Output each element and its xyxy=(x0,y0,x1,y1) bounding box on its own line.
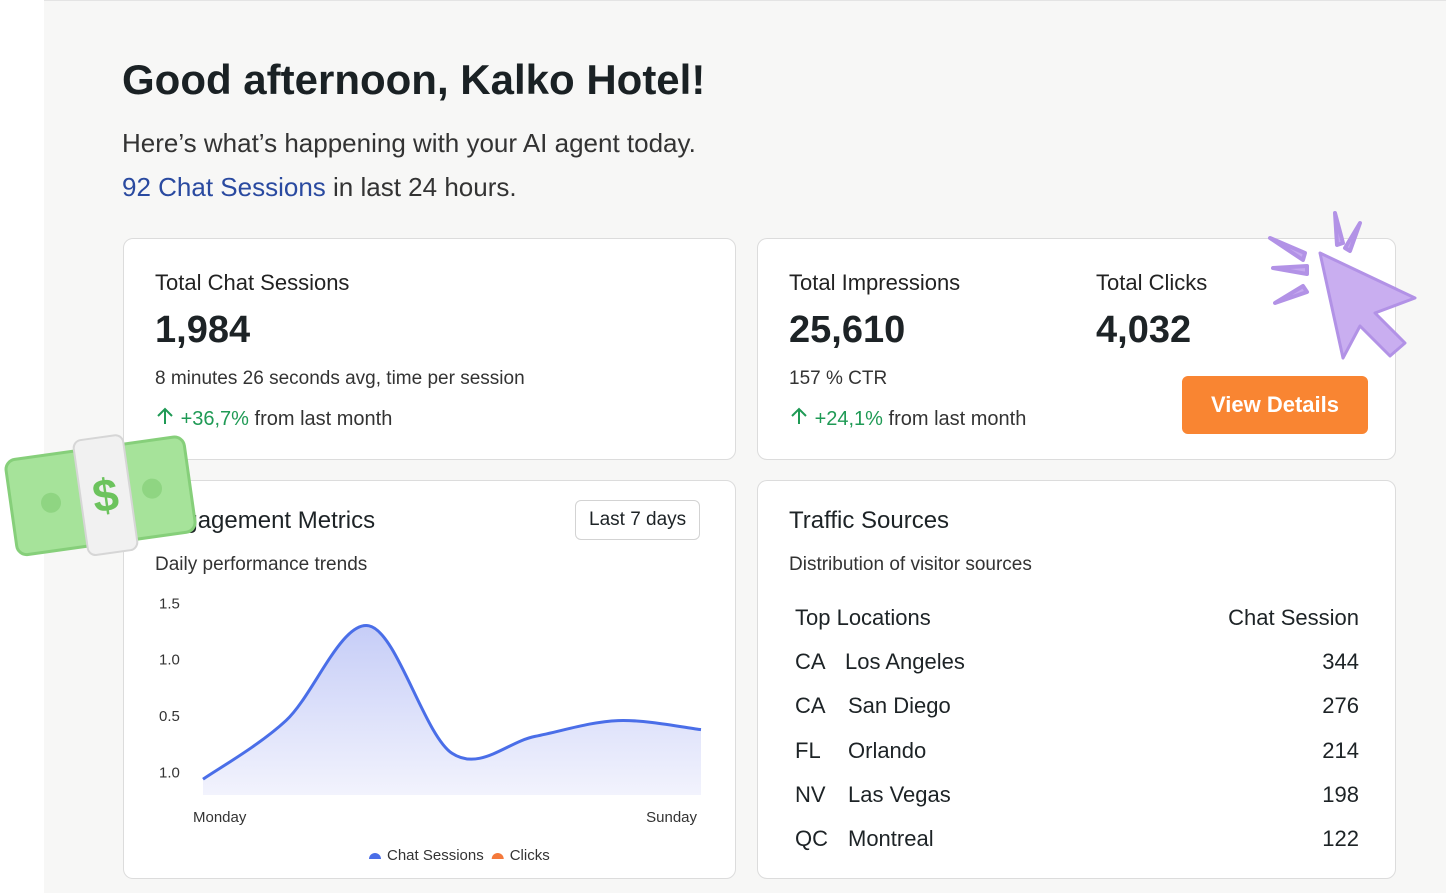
sessions: 198 xyxy=(1322,781,1359,807)
highlight: 92 Chat Sessions xyxy=(122,172,326,202)
line xyxy=(202,624,702,781)
clicks-value: 4,032 xyxy=(1096,309,1192,351)
city: Montreal xyxy=(848,826,934,852)
change-value: +36,7% xyxy=(180,408,249,430)
subtitle: Here’s what’s happening with your AI age… xyxy=(122,128,696,158)
value: 1,984 xyxy=(155,309,251,351)
up-arrow xyxy=(791,407,807,424)
y-tick-label: 1.0 xyxy=(159,764,180,781)
sessions-card: Total Chat Sessions 1,984 8 minutes 26 s… xyxy=(123,238,736,460)
change-text: from last month xyxy=(888,408,1027,430)
chart: 1.5 1.0 0.5 1.0 Monday Sunday Chat Sessions Cli… xyxy=(159,595,702,864)
state: CA xyxy=(795,649,826,674)
state: QC xyxy=(795,826,828,852)
sessions: 344 xyxy=(1322,649,1359,674)
legend-label: Clicks xyxy=(510,847,550,864)
change: +36,7% from last month xyxy=(155,407,392,431)
view-details-button[interactable]: View Details xyxy=(1182,376,1368,434)
city: Orlando xyxy=(848,737,927,763)
note: 8 minutes 26 seconds avg, time per sessi… xyxy=(155,368,525,389)
column-header: Chat Session xyxy=(1228,605,1359,630)
label: Total Chat Sessions xyxy=(155,270,350,295)
city: Los Angeles xyxy=(845,649,965,674)
x-tick-label: Sunday xyxy=(646,809,697,826)
state: CA xyxy=(795,693,826,719)
city: San Diego xyxy=(848,693,951,719)
title: Traffic Sources xyxy=(789,507,950,534)
impressions-card: Total Impressions 25,610 157 % CTR +24,1… xyxy=(757,238,1396,460)
legend-label: Chat Sessions xyxy=(387,847,484,864)
greeting: Good afternoon, Kalko Hotel! xyxy=(122,56,706,103)
traffic-card: Traffic Sources Distribution of visitor … xyxy=(757,480,1396,879)
clicks-label: Total Clicks xyxy=(1096,270,1208,295)
sessions: 122 xyxy=(1322,826,1359,852)
summary: 92 Chat Sessions in last 24 hours. xyxy=(122,172,517,203)
summary-text: in last 24 hours. xyxy=(333,172,517,202)
x-tick-label: Monday xyxy=(193,809,247,826)
note: 157 % CTR xyxy=(789,368,888,389)
y-tick-label: 0.5 xyxy=(159,708,180,725)
value: 25,610 xyxy=(789,309,906,351)
area xyxy=(203,625,701,795)
label: Total Impressions xyxy=(789,270,961,295)
sessions: 276 xyxy=(1322,693,1359,719)
y-tick-label: 1.5 xyxy=(159,595,180,612)
change-value: +24,1% xyxy=(814,408,883,430)
range-filter[interactable]: Last 7 days xyxy=(575,500,701,540)
cursor-icon xyxy=(1268,211,1417,360)
change-text: from last month xyxy=(254,408,393,430)
change: +24,1% from last month xyxy=(789,407,1026,431)
subtitle: Daily performance trends xyxy=(155,554,368,575)
subtitle: Distribution of visitor sources xyxy=(789,554,1032,575)
engagement-card: Engagement Metrics Daily performance tre… xyxy=(123,480,736,879)
state: FL xyxy=(795,737,821,763)
column-header: Top Locations xyxy=(795,605,931,630)
city: Las Vegas xyxy=(848,781,951,807)
up-arrow xyxy=(157,407,173,424)
y-tick-label: 1.0 xyxy=(159,652,180,669)
legend-swatch xyxy=(491,853,504,859)
state: NV xyxy=(795,781,826,807)
legend-swatch xyxy=(369,853,381,859)
sessions: 214 xyxy=(1322,737,1359,763)
money-icon: $ xyxy=(4,434,197,557)
